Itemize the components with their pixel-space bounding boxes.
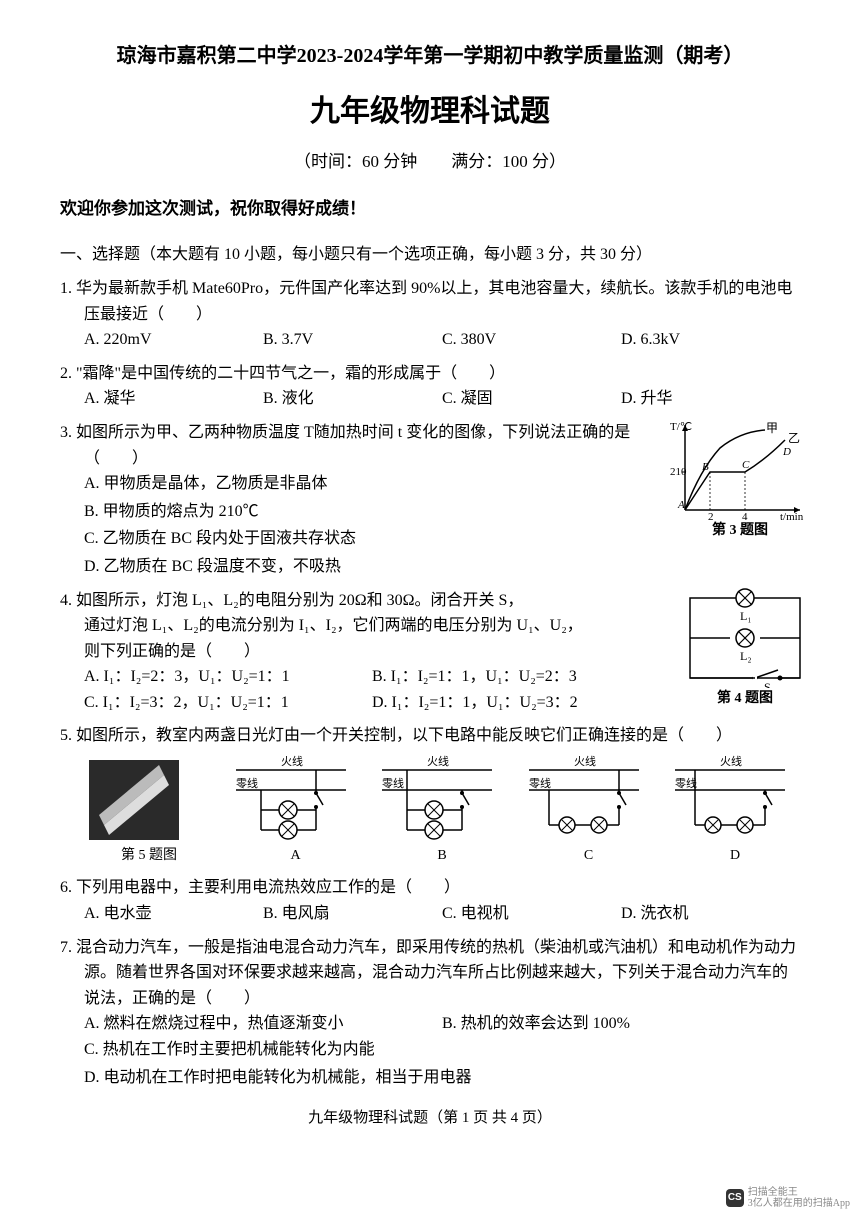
svg-text:火线: 火线 bbox=[427, 755, 449, 768]
q1-opt-b: B. 3.7V bbox=[263, 327, 442, 353]
svg-text:火线: 火线 bbox=[281, 755, 303, 768]
q6-text: 6. 下列用电器中，主要利用电流热效应工作的是（ ） bbox=[60, 875, 800, 901]
q5-figures: 第 5 题图 火线 零线 bbox=[60, 755, 800, 867]
page-footer: 九年级物理科试题（第 1 页 共 4 页） bbox=[60, 1106, 800, 1130]
q3-figure-label: 第 3 题图 bbox=[670, 520, 810, 542]
svg-text:零线: 零线 bbox=[236, 776, 258, 790]
q7-opt-d: D. 电动机在工作时把电能转化为机械能，相当于用电器 bbox=[84, 1065, 800, 1091]
q4-opt-c: C. I₁：I₂=3：2，U₁：U₂=1：1 bbox=[84, 690, 372, 716]
q6-opt-b: B. 电风扇 bbox=[263, 901, 442, 927]
svg-text:D: D bbox=[782, 446, 791, 458]
q5-circuit-a: 火线 零线 A bbox=[231, 755, 361, 867]
q4-opt-a: A. I₁：I₂=2：3，U₁：U₂=1：1 bbox=[84, 664, 372, 690]
svg-text:4: 4 bbox=[742, 511, 748, 520]
svg-text:S: S bbox=[764, 680, 771, 688]
question-7: 7. 混合动力汽车，一般是指油电混合动力汽车，即采用传统的热机（柴油机或汽油机）… bbox=[60, 935, 800, 1091]
watermark: CS 扫描全能王 3亿人都在用的扫描App bbox=[726, 1187, 850, 1209]
q5-label-c: C bbox=[524, 845, 654, 867]
svg-text:B: B bbox=[702, 461, 709, 473]
q1-opt-c: C. 380V bbox=[442, 327, 621, 353]
q7-options-ab: A. 燃料在燃烧过程中，热值逐渐变小 B. 热机的效率会达到 100% bbox=[60, 1011, 800, 1037]
exam-info: （时间：60 分钟 满分：100 分） bbox=[60, 148, 800, 175]
q1-text: 1. 华为最新款手机 Mate60Pro，元件国产化率达到 90%以上，其电池容… bbox=[60, 276, 800, 327]
svg-text:零线: 零线 bbox=[529, 776, 551, 790]
q4-text2: 通过灯泡 L₁、L₂的电流分别为 I₁、I₂，它们两端的电压分别为 U₁、U₂， bbox=[60, 613, 660, 639]
question-6: 6. 下列用电器中，主要利用电流热效应工作的是（ ） A. 电水壶 B. 电风扇… bbox=[60, 875, 800, 926]
q3-options: A. 甲物质是晶体，乙物质是非晶体 B. 甲物质的熔点为 210℃ C. 乙物质… bbox=[60, 471, 650, 579]
q4-text1: 4. 如图所示，灯泡 L₁、L₂的电阻分别为 20Ω和 30Ω。闭合开关 S， bbox=[60, 588, 660, 614]
q1-options: A. 220mV B. 3.7V C. 380V D. 6.3kV bbox=[60, 327, 800, 353]
q3-opt-a: A. 甲物质是晶体，乙物质是非晶体 bbox=[84, 471, 650, 497]
q3-opt-b: B. 甲物质的熔点为 210℃ bbox=[84, 499, 650, 525]
q1-opt-d: D. 6.3kV bbox=[621, 327, 800, 353]
q2-opt-a: A. 凝华 bbox=[84, 386, 263, 412]
question-1: 1. 华为最新款手机 Mate60Pro，元件国产化率达到 90%以上，其电池容… bbox=[60, 276, 800, 353]
q3-text: 3. 如图所示为甲、乙两种物质温度 T随加热时间 t 变化的图像，下列说法正确的… bbox=[60, 420, 650, 471]
svg-text:乙: 乙 bbox=[788, 431, 800, 445]
q4-opt-b: B. I₁：I₂=1：1，U₁：U₂=2：3 bbox=[372, 664, 660, 690]
q7-opt-b: B. 热机的效率会达到 100% bbox=[442, 1011, 800, 1037]
q6-opt-a: A. 电水壶 bbox=[84, 901, 263, 927]
q4-figure: L₁ L₂ S 第 4 题图 bbox=[680, 588, 810, 708]
svg-text:火线: 火线 bbox=[720, 755, 742, 768]
q3-opt-c: C. 乙物质在 BC 段内处于固液共存状态 bbox=[84, 526, 650, 552]
watermark-name: 扫描全能王 bbox=[748, 1187, 850, 1198]
question-4: 4. 如图所示，灯泡 L₁、L₂的电阻分别为 20Ω和 30Ω。闭合开关 S， … bbox=[60, 588, 800, 716]
q2-opt-d: D. 升华 bbox=[621, 386, 800, 412]
q4-figure-label: 第 4 题图 bbox=[680, 688, 810, 710]
svg-text:A: A bbox=[677, 499, 685, 511]
svg-text:火线: 火线 bbox=[574, 755, 596, 768]
q3-figure: T/℃ t/min 210 2 4 甲 乙 D B C A 第 3 题图 bbox=[670, 420, 810, 540]
svg-text:C: C bbox=[742, 459, 750, 471]
q1-opt-a: A. 220mV bbox=[84, 327, 263, 353]
watermark-tagline: 3亿人都在用的扫描App bbox=[748, 1198, 850, 1209]
question-3: 3. 如图所示为甲、乙两种物质温度 T随加热时间 t 变化的图像，下列说法正确的… bbox=[60, 420, 800, 580]
svg-text:甲: 甲 bbox=[766, 421, 778, 435]
q2-options: A. 凝华 B. 液化 C. 凝固 D. 升华 bbox=[60, 386, 800, 412]
q2-opt-b: B. 液化 bbox=[263, 386, 442, 412]
q5-label-d: D bbox=[670, 845, 800, 867]
q2-text: 2. "霜降"是中国传统的二十四节气之一，霜的形成属于（ ） bbox=[60, 361, 800, 387]
q5-text: 5. 如图所示，教室内两盏日光灯由一个开关控制，以下电路中能反映它们正确连接的是… bbox=[60, 723, 800, 749]
welcome-text: 欢迎你参加这次测试，祝你取得好成绩！ bbox=[60, 195, 800, 222]
q7-options-cd: C. 热机在工作时主要把机械能转化为内能 D. 电动机在工作时把电能转化为机械能… bbox=[60, 1037, 800, 1090]
school-title: 琼海市嘉积第二中学2023-2024学年第一学期初中教学质量监测（期考） bbox=[60, 40, 800, 72]
q4-options: A. I₁：I₂=2：3，U₁：U₂=1：1 B. I₁：I₂=1：1，U₁：U… bbox=[60, 664, 660, 715]
q7-opt-c: C. 热机在工作时主要把机械能转化为内能 bbox=[84, 1037, 800, 1063]
q5-circuit-c: 火线 零线 C bbox=[524, 755, 654, 867]
q6-opt-d: D. 洗衣机 bbox=[621, 901, 800, 927]
q5-circuit-d: 火线 零线 D bbox=[670, 755, 800, 867]
q4-opt-d: D. I₁：I₂=1：1，U₁：U₂=3：2 bbox=[372, 690, 660, 716]
q5-photo-label: 第 5 题图 bbox=[84, 845, 214, 867]
q7-opt-a: A. 燃料在燃烧过程中，热值逐渐变小 bbox=[84, 1011, 442, 1037]
svg-text:零线: 零线 bbox=[675, 776, 697, 790]
q3-opt-d: D. 乙物质在 BC 段温度不变，不吸热 bbox=[84, 554, 650, 580]
q6-options: A. 电水壶 B. 电风扇 C. 电视机 D. 洗衣机 bbox=[60, 901, 800, 927]
q6-opt-c: C. 电视机 bbox=[442, 901, 621, 927]
section-1-title: 一、选择题（本大题有 10 小题，每小题只有一个选项正确，每小题 3 分，共 3… bbox=[60, 242, 800, 268]
q5-label-a: A bbox=[231, 845, 361, 867]
question-2: 2. "霜降"是中国传统的二十四节气之一，霜的形成属于（ ） A. 凝华 B. … bbox=[60, 361, 800, 412]
svg-text:L₁: L₁ bbox=[740, 609, 752, 623]
svg-text:2: 2 bbox=[708, 511, 714, 520]
watermark-icon: CS bbox=[726, 1189, 744, 1207]
svg-text:t/min: t/min bbox=[780, 511, 804, 520]
svg-text:T/℃: T/℃ bbox=[670, 421, 692, 433]
q7-text: 7. 混合动力汽车，一般是指油电混合动力汽车，即采用传统的热机（柴油机或汽油机）… bbox=[60, 935, 800, 1012]
q5-label-b: B bbox=[377, 845, 507, 867]
q5-photo: 第 5 题图 bbox=[84, 755, 214, 867]
question-5: 5. 如图所示，教室内两盏日光灯由一个开关控制，以下电路中能反映它们正确连接的是… bbox=[60, 723, 800, 867]
svg-text:零线: 零线 bbox=[382, 776, 404, 790]
svg-text:L₂: L₂ bbox=[740, 649, 752, 663]
q4-text3: 则下列正确的是（ ） bbox=[60, 639, 660, 665]
q2-opt-c: C. 凝固 bbox=[442, 386, 621, 412]
q5-circuit-b: 火线 零线 B bbox=[377, 755, 507, 867]
main-title: 九年级物理科试题 bbox=[60, 88, 800, 136]
